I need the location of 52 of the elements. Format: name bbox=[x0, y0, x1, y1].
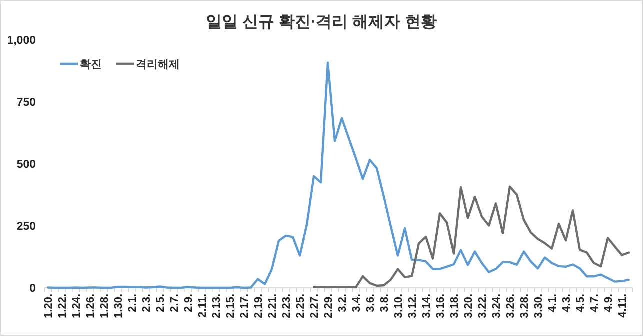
y-tick-label: 500 bbox=[16, 159, 36, 171]
x-tick-label: 3.10. bbox=[393, 294, 405, 318]
x-tick-label: 2.1. bbox=[127, 294, 139, 312]
x-tick-label: 3.12. bbox=[407, 294, 419, 318]
x-tick-label: 2.29. bbox=[323, 294, 335, 318]
x-tick-label: 3.22. bbox=[477, 294, 489, 318]
x-tick-label: 1.28. bbox=[99, 294, 111, 318]
x-tick-label: 4.5. bbox=[575, 294, 587, 312]
y-tick-label: 1,000 bbox=[7, 35, 36, 47]
x-tick-label: 2.27. bbox=[309, 294, 321, 318]
x-tick-label: 3.18. bbox=[449, 294, 461, 318]
x-tick-label: 2.25. bbox=[295, 294, 307, 318]
x-tick-label: 4.3. bbox=[561, 294, 573, 312]
x-tick-label: 2.7. bbox=[169, 294, 181, 312]
line-series bbox=[46, 62, 630, 290]
x-tick-label: 3.16. bbox=[435, 294, 447, 318]
x-tick-label: 3.24. bbox=[491, 294, 503, 318]
x-tick-label: 1.26. bbox=[85, 294, 97, 318]
y-tick-label: 750 bbox=[16, 97, 36, 109]
x-tick-label: 3.14. bbox=[421, 294, 433, 318]
y-tick-label: 0 bbox=[30, 283, 36, 295]
y-tick-label: 250 bbox=[16, 221, 36, 233]
x-tick-label: 2.19. bbox=[253, 294, 265, 318]
x-tick-label: 4.9. bbox=[603, 294, 615, 312]
x-tick-label: 2.13. bbox=[211, 294, 223, 318]
chart-title: 일일 신규 확진·격리 해제자 현황 bbox=[206, 14, 438, 31]
x-tick-label: 1.22. bbox=[57, 294, 69, 318]
x-tick-label: 3.8. bbox=[379, 294, 391, 312]
x-tick-label: 3.26. bbox=[505, 294, 517, 318]
legend-label: 격리해제 bbox=[136, 59, 180, 71]
x-tick-label: 1.20. bbox=[43, 294, 55, 318]
x-tick-label: 2.3. bbox=[141, 294, 153, 312]
line-series bbox=[312, 186, 630, 289]
x-tick-label: 2.23. bbox=[281, 294, 293, 318]
x-tick-label: 2.17. bbox=[239, 294, 251, 318]
x-tick-label: 2.15. bbox=[225, 294, 237, 318]
x-tick-label: 3.4. bbox=[351, 294, 363, 312]
x-tick-label: 2.11. bbox=[197, 294, 209, 318]
x-tick-label: 4.11. bbox=[617, 294, 629, 318]
x-tick-label: 3.2. bbox=[337, 294, 349, 312]
x-tick-label: 3.30. bbox=[533, 294, 545, 318]
x-tick-label: 3.20. bbox=[463, 294, 475, 318]
x-tick-label: 4.1. bbox=[547, 294, 559, 312]
x-tick-label: 2.21. bbox=[267, 294, 279, 318]
x-tick-label: 1.30. bbox=[113, 294, 125, 318]
x-tick-label: 2.5. bbox=[155, 294, 167, 312]
x-tick-label: 1.24. bbox=[71, 294, 83, 318]
x-tick-label: 2.9. bbox=[183, 294, 195, 312]
x-tick-label: 3.6. bbox=[365, 294, 377, 312]
x-tick-label: 4.7. bbox=[589, 294, 601, 312]
legend-label: 확진 bbox=[80, 59, 102, 71]
x-tick-label: 3.28. bbox=[519, 294, 531, 318]
